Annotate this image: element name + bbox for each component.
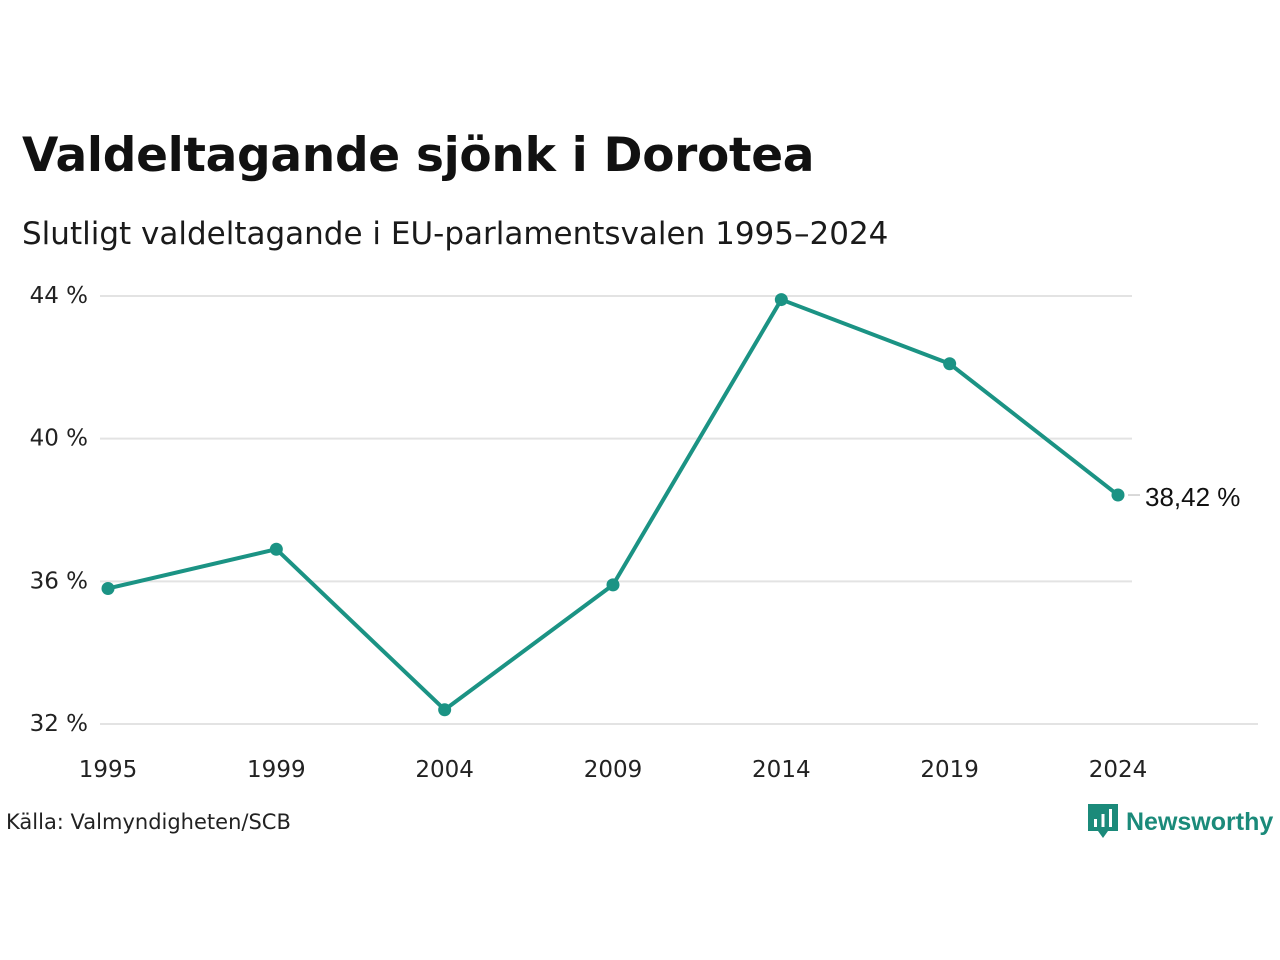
source-note: Källa: Valmyndigheten/SCB [6, 810, 291, 834]
gridlines [100, 295, 1258, 725]
end-value-label: 38,42 % [1145, 482, 1240, 512]
x-tick-label: 2024 [1089, 757, 1148, 783]
x-axis-ticks: 1995 1999 2004 2009 2014 2019 2024 [79, 757, 1148, 783]
chart-subtitle: Slutligt valdeltagande i EU-parlamentsva… [22, 216, 889, 252]
x-tick-label: 1995 [79, 757, 138, 783]
data-point [1111, 488, 1125, 502]
y-tick-label: 32 % [30, 711, 88, 737]
data-point [101, 581, 115, 595]
data-point [606, 578, 620, 592]
data-point [774, 293, 788, 307]
data-point [269, 542, 283, 556]
y-tick-label: 44 % [30, 283, 88, 309]
series-line [106, 297, 1120, 712]
data-point [438, 703, 452, 717]
x-tick-label: 1999 [247, 757, 306, 783]
brand-logo: Newsworthy [1088, 804, 1273, 840]
x-tick-label: 2019 [920, 757, 979, 783]
brand-name: Newsworthy [1126, 807, 1274, 836]
y-axis-ticks: 32 % 36 % 40 % 44 % [30, 283, 88, 737]
data-point [943, 357, 957, 371]
end-label-layer: 38,42 % [1128, 482, 1240, 512]
y-tick-label: 36 % [30, 568, 88, 594]
x-tick-label: 2004 [415, 757, 474, 783]
x-tick-label: 2014 [752, 757, 811, 783]
newsworthy-logo-icon [1088, 804, 1118, 838]
x-tick-label: 2009 [584, 757, 643, 783]
series-layer [101, 293, 1125, 717]
y-tick-label: 40 % [30, 426, 88, 452]
chart-title: Valdeltagande sjönk i Dorotea [22, 128, 815, 183]
